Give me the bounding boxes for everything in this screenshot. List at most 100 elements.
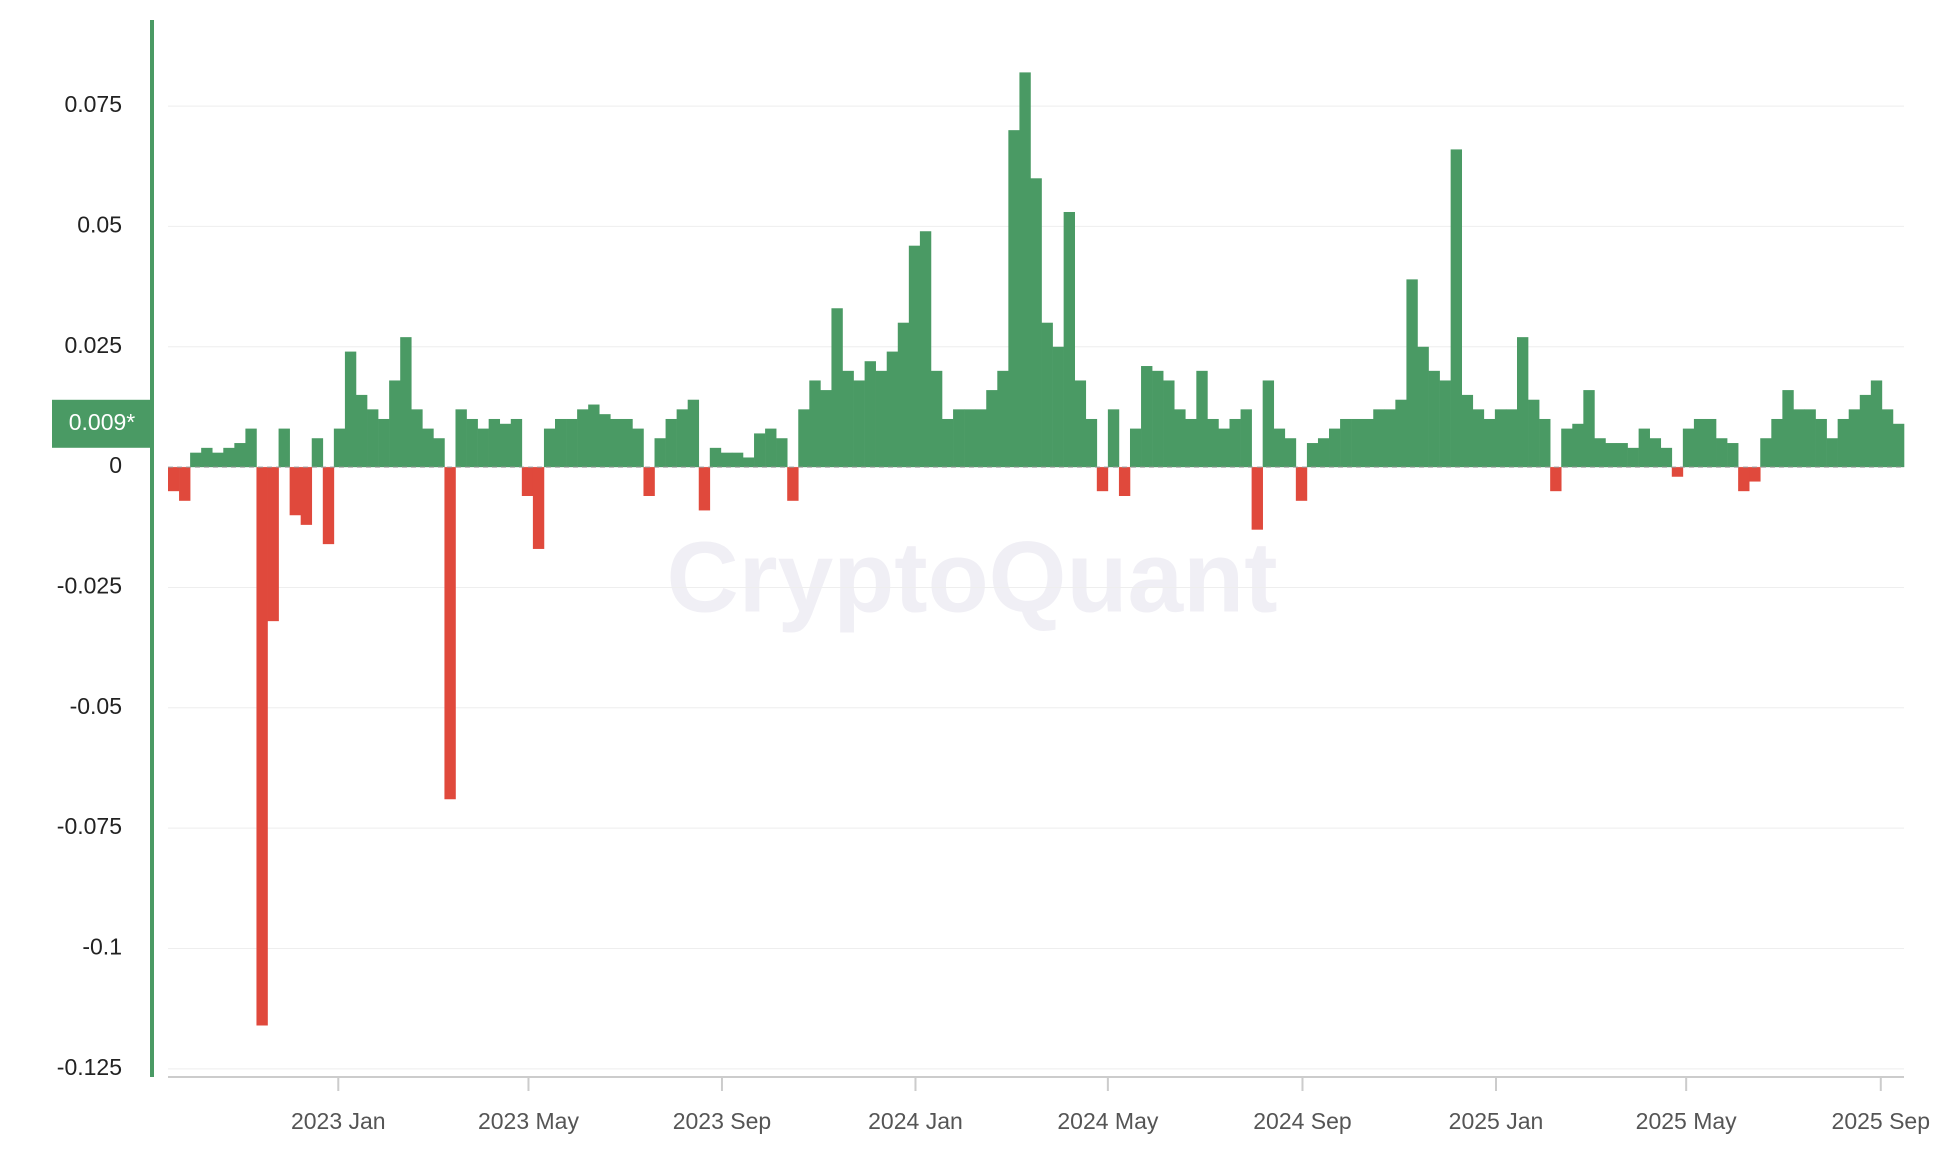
bar bbox=[1793, 409, 1805, 468]
y-tick-label: 0.075 bbox=[64, 91, 122, 117]
bar bbox=[588, 404, 600, 468]
bar bbox=[1671, 467, 1684, 477]
bar bbox=[1107, 409, 1120, 468]
bar bbox=[676, 409, 688, 468]
bar bbox=[1472, 409, 1485, 468]
y-tick-label: 0 bbox=[109, 452, 122, 478]
y-tick-label: 0.05 bbox=[77, 212, 122, 238]
bar bbox=[1063, 211, 1076, 468]
bar bbox=[1129, 428, 1142, 468]
bar bbox=[1141, 366, 1153, 468]
bar bbox=[731, 452, 744, 468]
bar bbox=[223, 447, 235, 468]
bar bbox=[1837, 418, 1850, 468]
bar bbox=[1052, 346, 1064, 468]
bar bbox=[1594, 438, 1606, 468]
bar bbox=[1859, 394, 1872, 468]
bar bbox=[1516, 337, 1529, 468]
bar bbox=[1240, 409, 1252, 468]
bar bbox=[1428, 370, 1440, 468]
bar bbox=[477, 428, 489, 468]
bar bbox=[1439, 380, 1451, 468]
bar bbox=[1218, 428, 1230, 468]
bar bbox=[1760, 438, 1772, 468]
bar bbox=[1207, 418, 1219, 468]
bar bbox=[1693, 418, 1706, 468]
bar bbox=[577, 409, 589, 468]
bar bbox=[532, 467, 545, 549]
bar bbox=[1019, 72, 1031, 468]
bar bbox=[1284, 438, 1297, 468]
bar bbox=[919, 231, 932, 468]
bar bbox=[632, 428, 644, 468]
bar bbox=[1329, 428, 1341, 468]
bar bbox=[1273, 428, 1286, 468]
bar bbox=[367, 409, 379, 468]
bar bbox=[1881, 409, 1894, 468]
bar bbox=[1152, 370, 1164, 468]
bar bbox=[267, 467, 279, 622]
bar bbox=[1384, 409, 1396, 468]
bar bbox=[742, 457, 755, 468]
bar bbox=[543, 428, 556, 468]
bar bbox=[776, 438, 788, 468]
bar bbox=[687, 399, 700, 468]
y-tick-label: 0.025 bbox=[64, 332, 122, 358]
bar bbox=[1340, 418, 1352, 468]
bar bbox=[1583, 390, 1595, 468]
bar bbox=[1185, 418, 1197, 468]
bar bbox=[1815, 418, 1827, 468]
bar bbox=[1804, 409, 1816, 468]
bar bbox=[643, 467, 655, 496]
bar bbox=[1351, 418, 1363, 468]
bar bbox=[1041, 322, 1053, 468]
bar bbox=[1008, 130, 1020, 468]
bar bbox=[798, 409, 810, 468]
bar bbox=[422, 428, 434, 468]
y-tick-label: -0.125 bbox=[57, 1054, 122, 1080]
bar bbox=[1605, 443, 1617, 468]
bar bbox=[997, 370, 1009, 468]
bar bbox=[1461, 394, 1474, 468]
bar bbox=[809, 380, 821, 468]
bar bbox=[190, 452, 202, 468]
bar bbox=[212, 452, 224, 468]
bar bbox=[488, 418, 501, 468]
bar bbox=[256, 467, 268, 1026]
bar bbox=[1682, 428, 1695, 468]
bar bbox=[311, 438, 324, 468]
bar bbox=[765, 428, 777, 468]
y-tick-label: -0.025 bbox=[57, 573, 122, 599]
bar bbox=[1782, 390, 1794, 468]
bar bbox=[1362, 418, 1374, 468]
bar bbox=[1174, 409, 1186, 468]
bar bbox=[1251, 467, 1263, 530]
bar bbox=[400, 337, 412, 468]
bar bbox=[1229, 418, 1241, 468]
bar bbox=[1450, 149, 1463, 468]
bar bbox=[1528, 399, 1540, 468]
bar bbox=[1494, 409, 1507, 468]
bar bbox=[1892, 423, 1905, 468]
bar bbox=[853, 380, 865, 468]
y-tick-label: -0.075 bbox=[57, 813, 122, 839]
x-tick-label: 2024 Jan bbox=[868, 1108, 963, 1134]
bar bbox=[433, 438, 445, 468]
bar bbox=[1373, 409, 1385, 468]
bar bbox=[1539, 418, 1551, 468]
bar bbox=[942, 418, 954, 468]
bar bbox=[234, 443, 246, 468]
bar bbox=[322, 467, 335, 545]
bar bbox=[1196, 370, 1208, 468]
bar bbox=[1395, 399, 1407, 468]
bar bbox=[1262, 380, 1275, 468]
bar bbox=[566, 418, 578, 468]
x-tick-label: 2025 Jan bbox=[1449, 1108, 1544, 1134]
bar bbox=[1317, 438, 1330, 468]
bar bbox=[621, 418, 633, 468]
bar bbox=[1660, 447, 1673, 468]
x-tick-label: 2024 May bbox=[1057, 1108, 1159, 1134]
bar bbox=[1870, 380, 1883, 468]
bar bbox=[1096, 467, 1109, 492]
